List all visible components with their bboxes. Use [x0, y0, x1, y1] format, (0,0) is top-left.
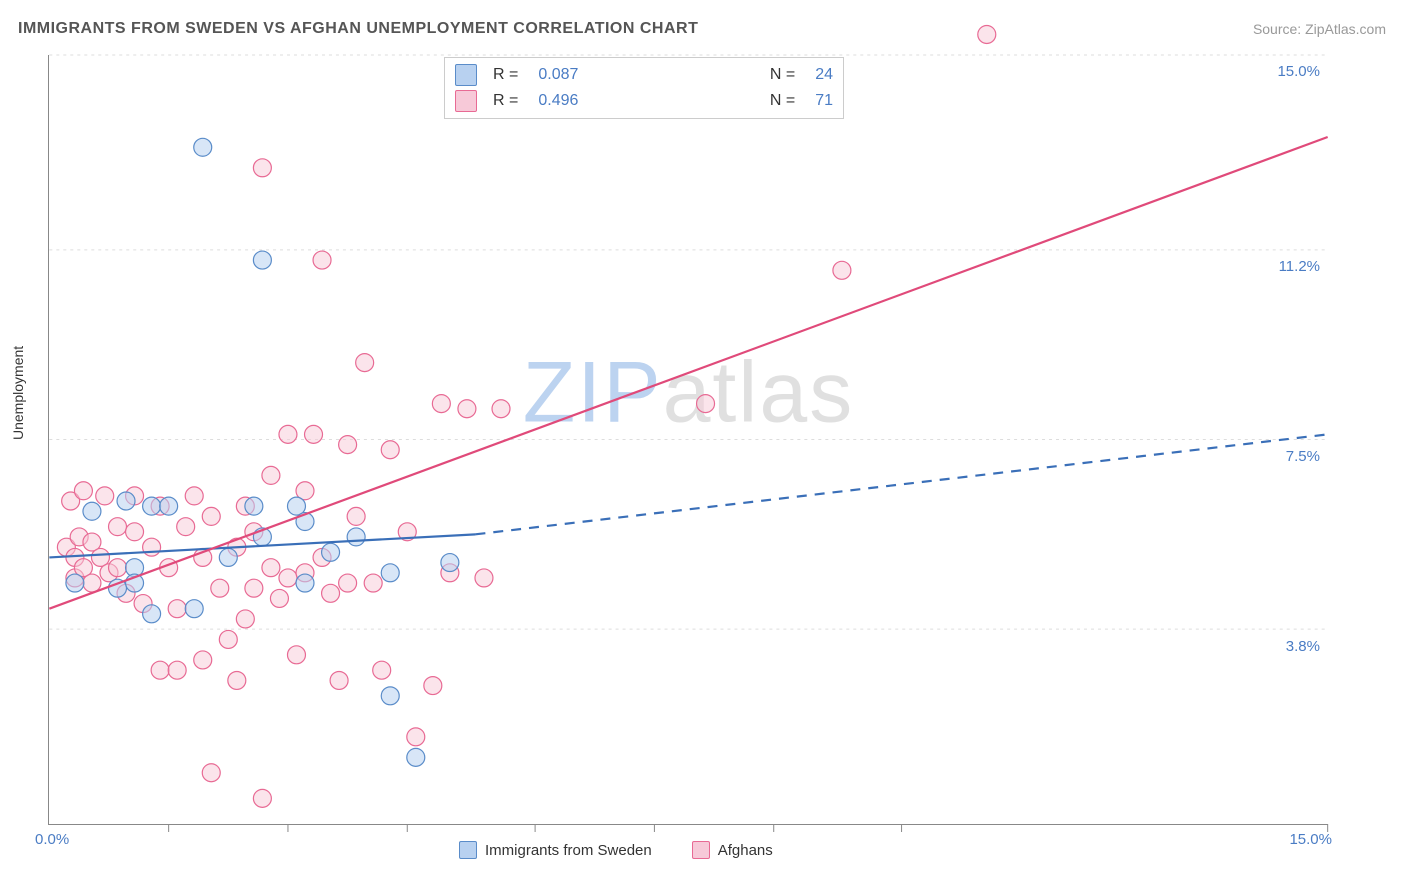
- source-attribution: Source: ZipAtlas.com: [1253, 21, 1386, 37]
- chart-title: IMMIGRANTS FROM SWEDEN VS AFGHAN UNEMPLO…: [18, 20, 698, 38]
- y-axis-tick-label: 3.8%: [1286, 638, 1320, 655]
- chart-area: ZIPatlas R = 0.087 N = 24 R = 0.496 N = …: [48, 55, 1328, 825]
- legend-r-value-2: 0.496: [538, 92, 578, 110]
- legend-bottom-item-2: Afghans: [692, 841, 773, 859]
- y-axis-tick-label: 15.0%: [1277, 63, 1320, 80]
- legend-bottom-item-1: Immigrants from Sweden: [459, 841, 652, 859]
- legend-bottom: Immigrants from Sweden Afghans: [459, 841, 773, 859]
- legend-bottom-label-1: Immigrants from Sweden: [485, 842, 652, 859]
- legend-n-value-1: 24: [815, 66, 833, 84]
- legend-swatch-series1: [455, 64, 477, 86]
- legend-bottom-label-2: Afghans: [718, 842, 773, 859]
- legend-n-label2: N =: [770, 92, 795, 110]
- legend-correlation-box: R = 0.087 N = 24 R = 0.496 N = 71: [444, 57, 844, 119]
- legend-n-label: N =: [770, 66, 795, 84]
- legend-n-value-2: 71: [815, 92, 833, 110]
- legend-row-series1: R = 0.087 N = 24: [455, 62, 833, 88]
- x-axis-min-label: 0.0%: [35, 831, 69, 848]
- title-bar: IMMIGRANTS FROM SWEDEN VS AFGHAN UNEMPLO…: [18, 20, 1386, 38]
- y-axis-tick-label: 7.5%: [1286, 448, 1320, 465]
- legend-r-label: R =: [493, 66, 518, 84]
- legend-row-series2: R = 0.496 N = 71: [455, 88, 833, 114]
- legend-bottom-swatch-2: [692, 841, 710, 859]
- x-axis-max-label: 15.0%: [1289, 831, 1332, 848]
- y-axis-tick-label: 11.2%: [1279, 258, 1320, 275]
- y-axis-label: Unemployment: [10, 346, 26, 440]
- legend-bottom-swatch-1: [459, 841, 477, 859]
- plot-svg: [49, 55, 1328, 824]
- legend-r-value-1: 0.087: [538, 66, 578, 84]
- legend-swatch-series2: [455, 90, 477, 112]
- legend-r-label2: R =: [493, 92, 518, 110]
